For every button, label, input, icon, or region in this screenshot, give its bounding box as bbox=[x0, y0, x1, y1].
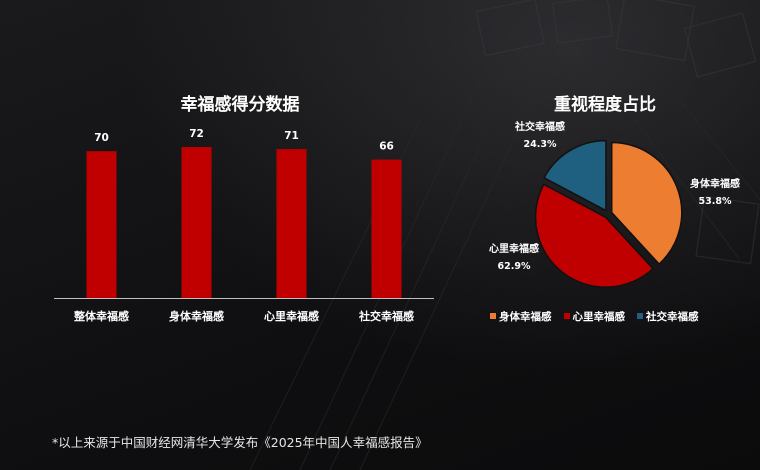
bar-tick-label-1: 身体幸福感 bbox=[169, 309, 224, 323]
bar-data-label-3: 66 bbox=[379, 141, 394, 153]
pie-label-0: 身体幸福感 bbox=[690, 177, 740, 190]
bar-0 bbox=[86, 151, 117, 298]
pie-slice-1 bbox=[534, 183, 655, 288]
pie-chart-title: 重视程度占比 bbox=[554, 95, 656, 115]
legend-swatch-body bbox=[490, 313, 496, 319]
bar-data-label-0: 70 bbox=[94, 132, 109, 144]
pie-label-1: 心里幸福感 bbox=[489, 242, 539, 255]
bar-data-label-2: 71 bbox=[284, 130, 299, 142]
pie-slice-2 bbox=[543, 139, 607, 212]
legend-item-social: 社交幸福感 bbox=[637, 307, 699, 325]
pie-value-label-0: 53.8% bbox=[699, 196, 732, 207]
pie-slice-0 bbox=[610, 141, 683, 266]
legend-label-body: 身体幸福感 bbox=[499, 310, 552, 323]
pie-value-label-1: 62.9% bbox=[498, 261, 531, 272]
bar-data-label-1: 72 bbox=[189, 128, 204, 140]
bar-1 bbox=[181, 147, 212, 298]
pie-legend: 身体幸福感 心里幸福感 社交幸福感 bbox=[490, 307, 740, 325]
legend-swatch-social bbox=[637, 313, 643, 319]
bar-3 bbox=[371, 159, 402, 298]
bar-tick-label-2: 心里幸福感 bbox=[264, 309, 319, 323]
pie-label-2: 社交幸福感 bbox=[514, 120, 565, 133]
bar-2 bbox=[276, 149, 307, 298]
pie-value-label-2: 24.3% bbox=[524, 139, 557, 150]
bar-chart-title: 幸福感得分数据 bbox=[180, 95, 300, 115]
bar-tick-label-3: 社交幸福感 bbox=[358, 309, 414, 323]
legend-label-heart: 心里幸福感 bbox=[572, 310, 626, 323]
legend-swatch-heart bbox=[563, 313, 570, 319]
bar-tick-label-0: 整体幸福感 bbox=[73, 309, 129, 323]
legend-item-body: 身体幸福感 bbox=[490, 307, 552, 325]
source-footnote: *以上来源于中国财经网清华大学发布《2025年中国人幸福感报告》 bbox=[52, 435, 428, 450]
legend-label-social: 社交幸福感 bbox=[646, 310, 699, 323]
legend-item-heart: 心里幸福感 bbox=[563, 307, 626, 325]
